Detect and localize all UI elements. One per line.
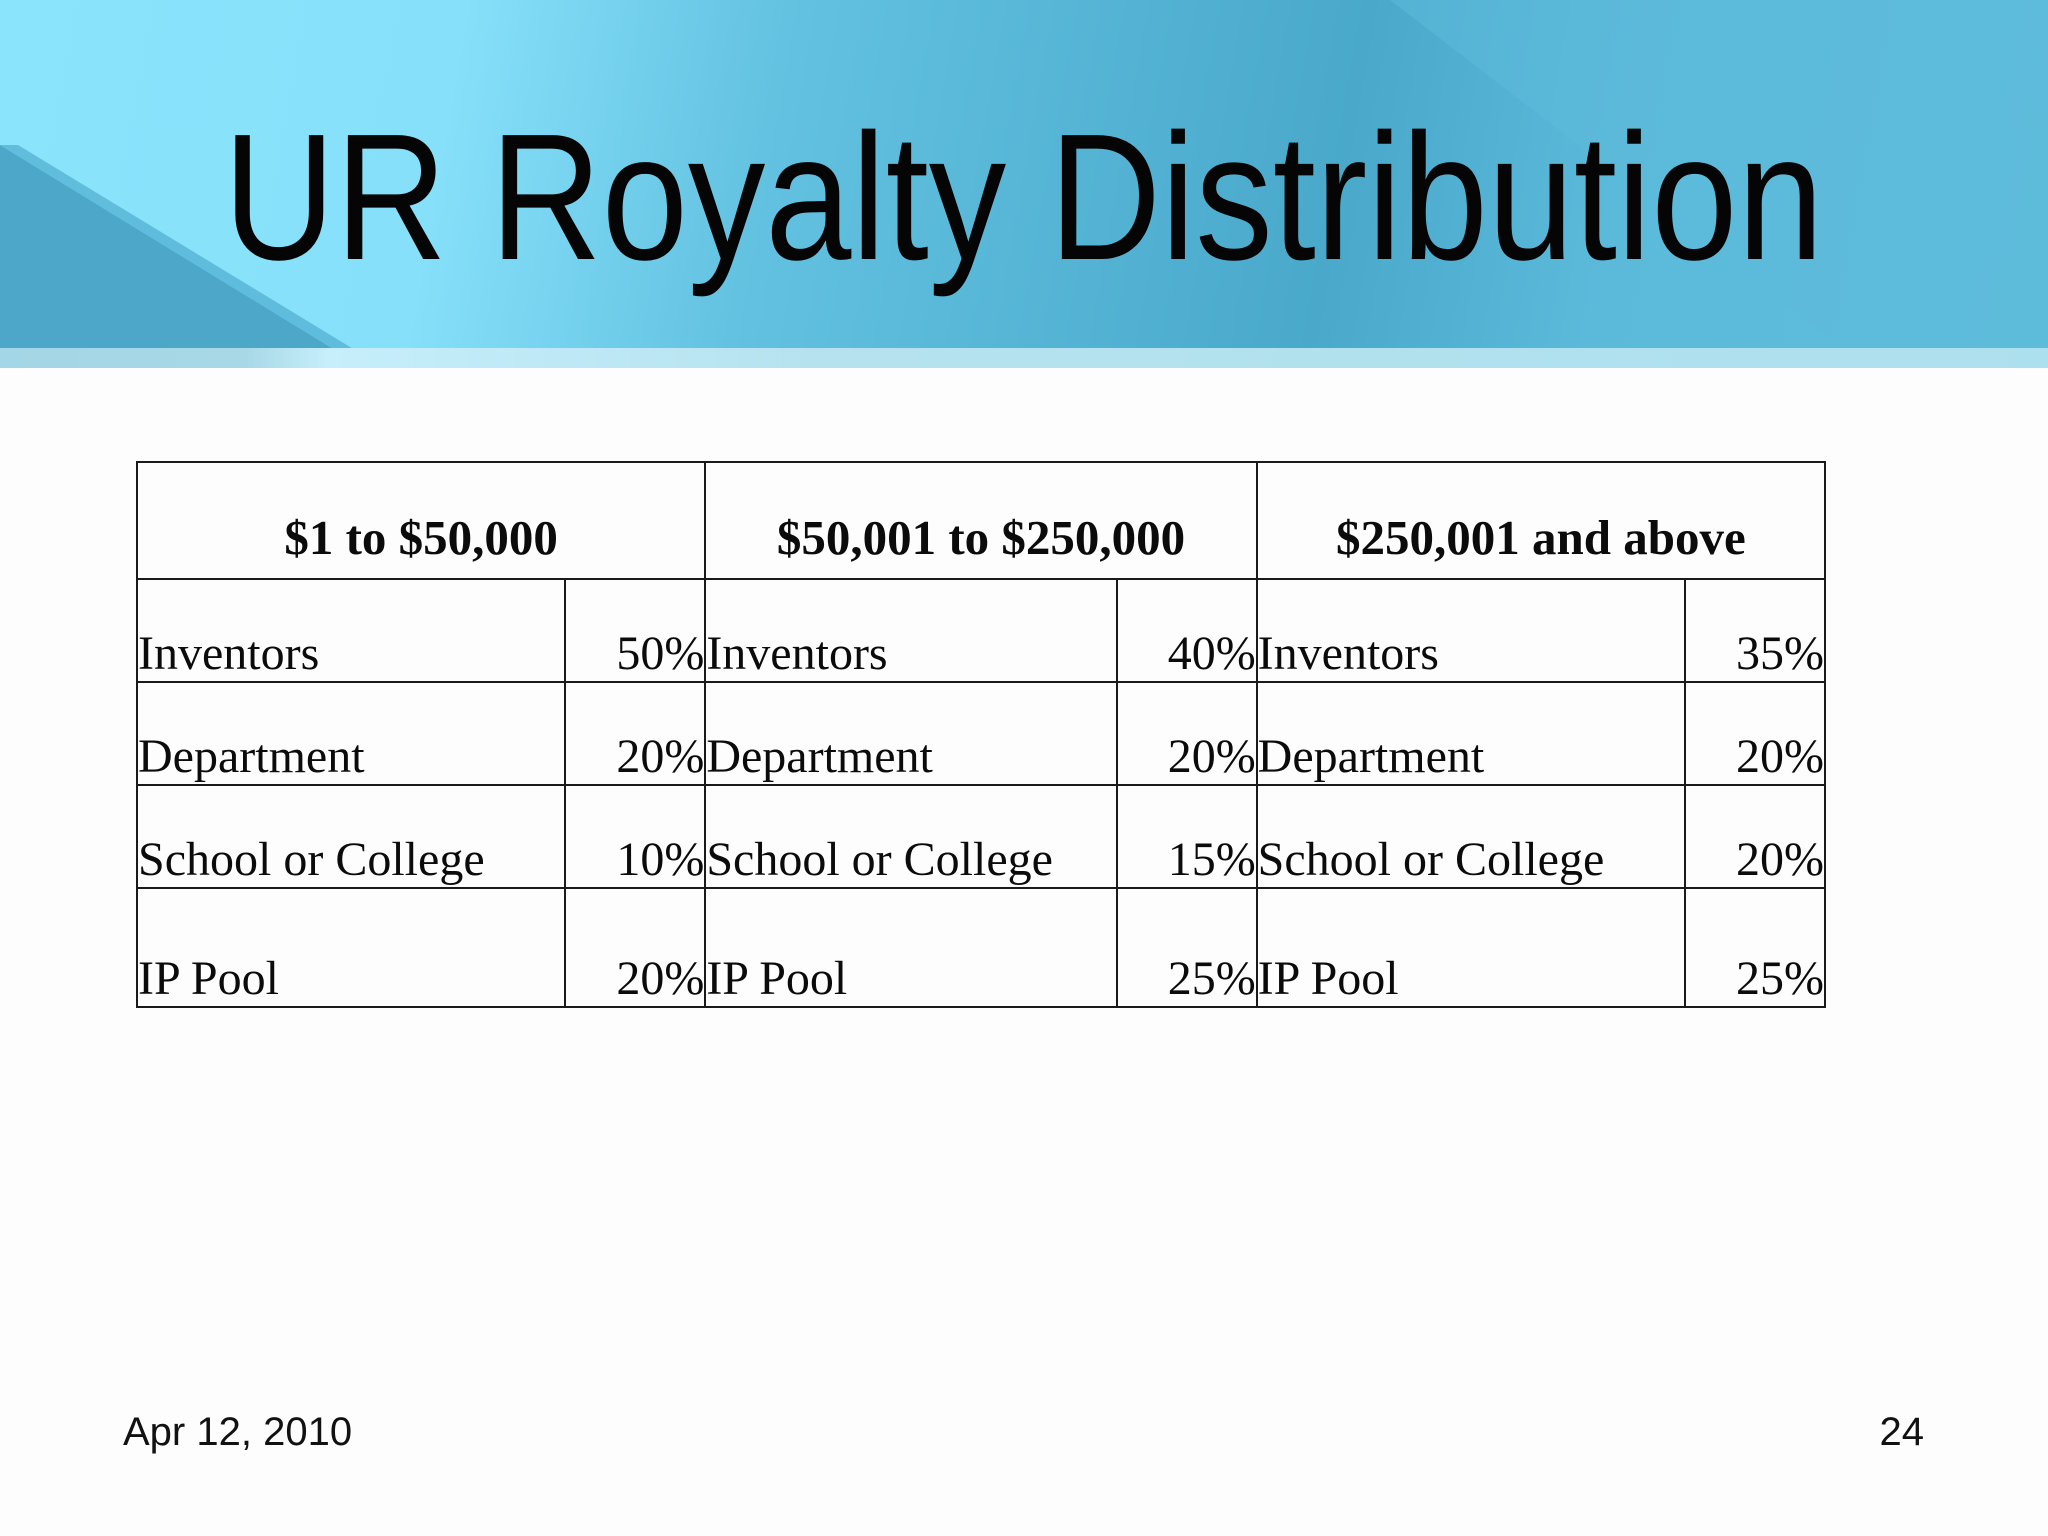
title-banner — [0, 0, 2048, 350]
share-percent: 20% — [564, 887, 707, 1008]
table-row: IP Pool 20% IP Pool 25% IP Pool 25% — [135, 887, 1826, 1008]
share-percent: 20% — [1684, 784, 1826, 889]
share-percent: 50% — [564, 578, 707, 683]
recipient-label: Inventors — [135, 578, 567, 683]
recipient-label: Department — [704, 681, 1118, 786]
slide-title: UR Royalty Distribution — [223, 97, 1824, 298]
share-percent: 15% — [1115, 784, 1258, 889]
tier-header: $50,001 to $250,000 — [704, 461, 1258, 580]
tier-header: $1 to $50,000 — [135, 461, 707, 580]
table-header-row: $1 to $50,000 $50,001 to $250,000 $250,0… — [135, 461, 1827, 580]
recipient-label: Department — [135, 681, 567, 786]
footer-date: Apr 12, 2010 — [123, 1410, 353, 1454]
tier-header: $250,001 and above — [1255, 461, 1827, 580]
recipient-label: Department — [1255, 681, 1687, 786]
slide-number: 24 — [1879, 1410, 1925, 1454]
share-percent: 40% — [1115, 578, 1258, 683]
recipient-label: IP Pool — [135, 887, 567, 1008]
share-percent: 20% — [1115, 681, 1258, 786]
recipient-label: School or College — [1255, 784, 1687, 889]
recipient-label: IP Pool — [704, 887, 1118, 1008]
table-row: Department 20% Department 20% Department… — [135, 681, 1826, 786]
recipient-label: School or College — [704, 784, 1118, 889]
recipient-label: Inventors — [1255, 578, 1687, 683]
share-percent: 25% — [1684, 887, 1826, 1008]
share-percent: 25% — [1115, 887, 1258, 1008]
recipient-label: IP Pool — [1255, 887, 1687, 1008]
recipient-label: School or College — [135, 784, 567, 889]
share-percent: 20% — [1684, 681, 1826, 786]
table-row: Inventors 50% Inventors 40% Inventors 35… — [135, 578, 1826, 683]
share-percent: 35% — [1684, 578, 1826, 683]
banner-strip — [0, 348, 2048, 368]
share-percent: 20% — [564, 681, 707, 786]
table-row: School or College 10% School or College … — [135, 784, 1826, 889]
recipient-label: Inventors — [704, 578, 1118, 683]
share-percent: 10% — [564, 784, 707, 889]
royalty-table: $1 to $50,000 $50,001 to $250,000 $250,0… — [135, 461, 1827, 1008]
banner-decoration — [0, 0, 2048, 350]
